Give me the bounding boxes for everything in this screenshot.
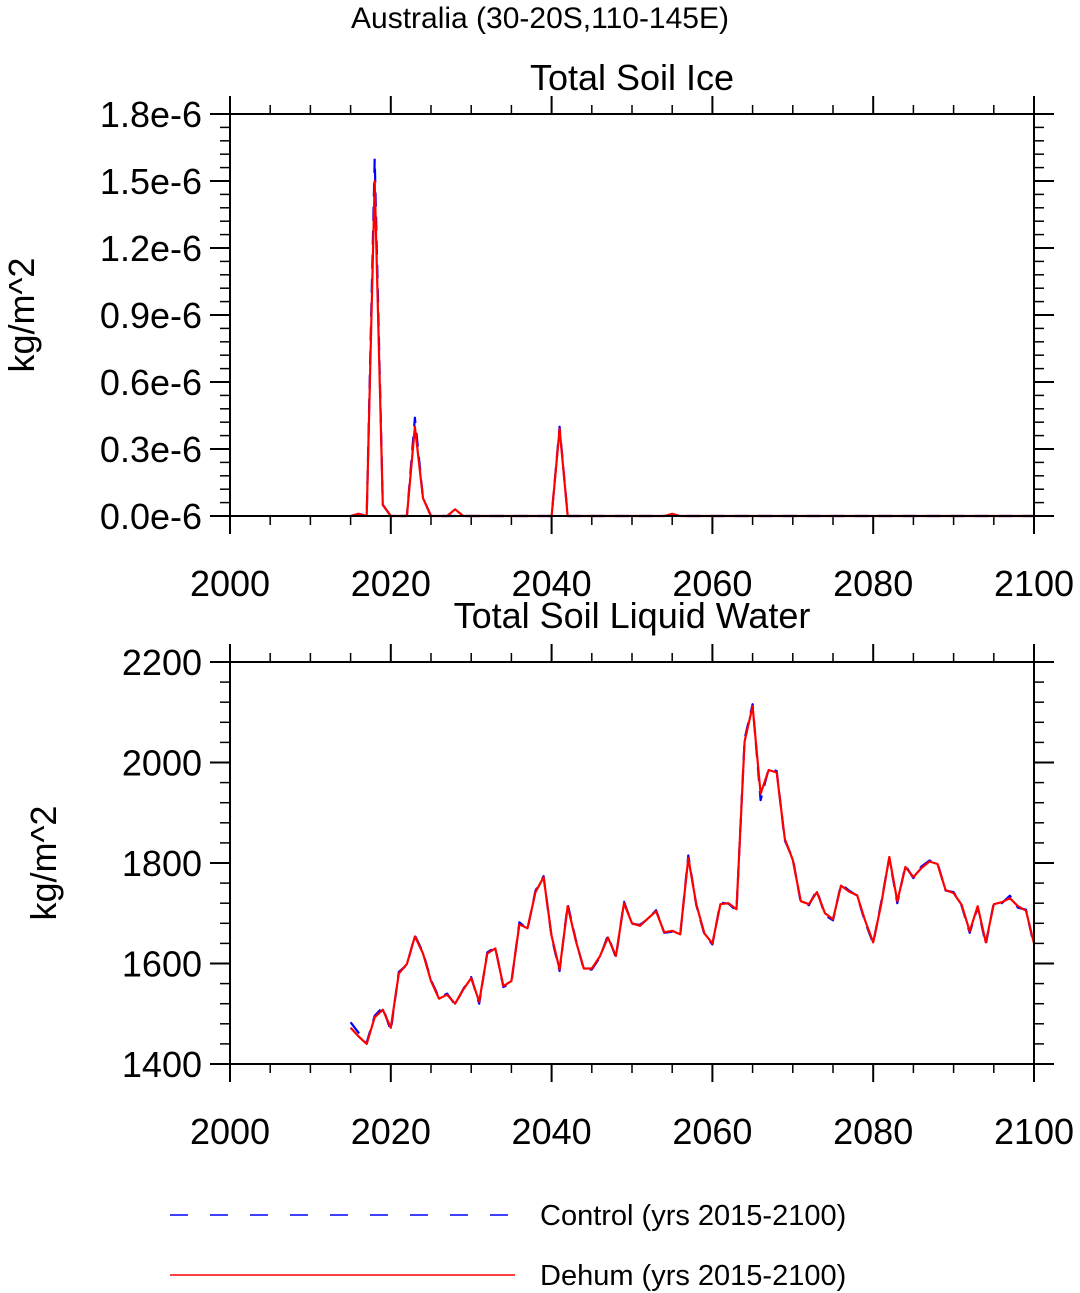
x-tick-label: 2060 — [672, 1111, 752, 1152]
y-axis-label: kg/m^2 — [23, 806, 64, 921]
x-tick-label: 2000 — [190, 1111, 270, 1152]
series-group — [350, 157, 1034, 518]
y-tick-label: 1400 — [122, 1044, 202, 1085]
x-tick-label: 2040 — [512, 563, 592, 604]
y-tick-label: 1800 — [122, 843, 202, 884]
x-tick-label: 2080 — [833, 1111, 913, 1152]
y-tick-label: 0.3e-6 — [100, 429, 202, 470]
y-tick-label: 0.9e-6 — [100, 295, 202, 336]
y-tick-label: 1.5e-6 — [100, 161, 202, 202]
series-line-dehum — [349, 705, 1036, 1046]
y-tick-label: 2000 — [122, 743, 202, 784]
panel-title: Total Soil Liquid Water — [454, 595, 811, 636]
y-axis-label: kg/m^2 — [1, 258, 42, 373]
x-tick-label: 2080 — [833, 563, 913, 604]
x-tick-label: 2100 — [994, 563, 1074, 604]
y-tick-label: 0.6e-6 — [100, 362, 202, 403]
y-tick-label: 1.8e-6 — [100, 94, 202, 135]
series-line-dehum — [350, 179, 1034, 518]
x-tick-label: 2040 — [512, 1111, 592, 1152]
legend: Control (yrs 2015-2100) Dehum (yrs 2015-… — [170, 1200, 846, 1292]
y-tick-label: 0.0e-6 — [100, 496, 202, 537]
series-line-control — [350, 157, 1034, 518]
y-tick-label: 1600 — [122, 944, 202, 985]
plot-frame — [229, 113, 1035, 517]
panel-title: Total Soil Ice — [530, 57, 734, 98]
x-tick-label: 2060 — [672, 563, 752, 604]
x-tick-label: 2020 — [351, 1111, 431, 1152]
series-group — [349, 703, 1036, 1046]
x-tick-label: 2100 — [994, 1111, 1074, 1152]
legend-label-dehum: Dehum (yrs 2015-2100) — [540, 1260, 846, 1292]
figure-title: Australia (30-20S,110-145E) — [351, 2, 729, 35]
series-line-control — [349, 703, 1036, 1044]
axes: 2000 2020 2040 2060 2080 2100 0.0e-6 0.3e-6 0.6e… — [100, 94, 1074, 604]
x-tick-label: 2020 — [351, 563, 431, 604]
x-tick-label: 2000 — [190, 563, 270, 604]
legend-label-control: Control (yrs 2015-2100) — [540, 1200, 846, 1232]
plot-frame — [229, 661, 1035, 1065]
panel-soil-liquid-water: Total Soil Liquid Water kg/m^2 2000 2020 2… — [23, 595, 1074, 1152]
axes: 2000 2020 2040 2060 2080 2100 1400 1600 1800 2000… — [122, 642, 1074, 1152]
y-tick-label: 2200 — [122, 642, 202, 683]
panel-soil-ice: Total Soil Ice kg/m^2 2000 2020 2040 2060 20… — [1, 57, 1074, 604]
y-tick-label: 1.2e-6 — [100, 228, 202, 269]
